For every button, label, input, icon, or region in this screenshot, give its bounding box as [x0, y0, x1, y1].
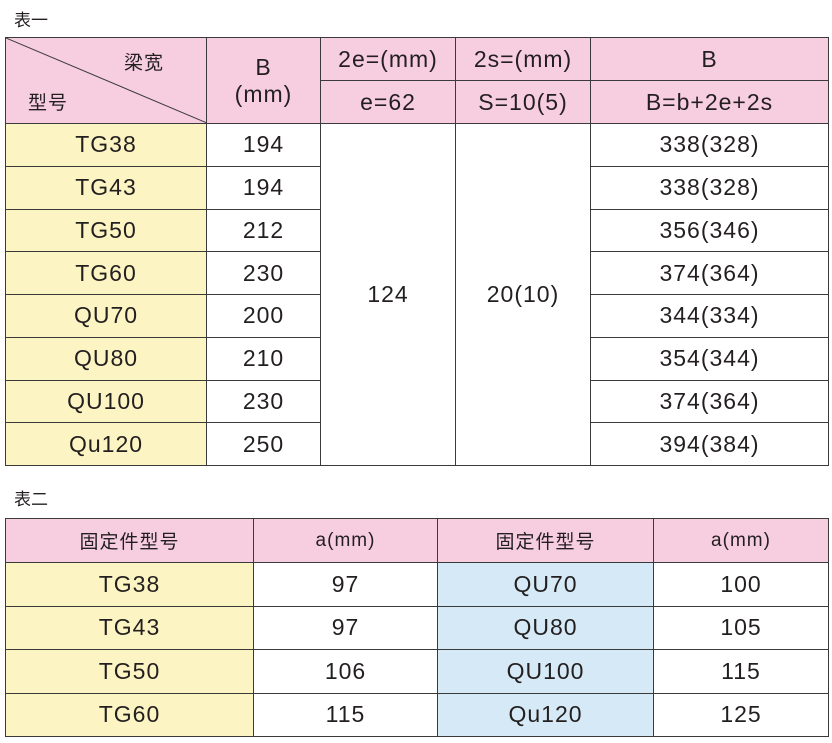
width-cell: 212	[206, 208, 321, 253]
header-row: 固定件型号 a(mm) 固定件型号 a(mm)	[5, 518, 829, 563]
header-cell: a(mm)	[653, 518, 829, 563]
data-row: TG38 194 124 20(10) 338(328)	[5, 123, 829, 466]
width-cell: 230	[206, 379, 321, 424]
header-text: B	[255, 53, 272, 80]
width-cell: 194	[206, 123, 321, 167]
model-cell: TG43	[5, 165, 207, 210]
model-cell: Qu120	[437, 692, 654, 737]
header-row: 梁宽 型号 B (mm) 2e=(mm) 2s=(mm) B	[5, 37, 829, 124]
total-cell: 356(346)	[590, 208, 829, 253]
header-row: e=62 S=10(5) B=b+2e+2s	[6, 80, 829, 124]
value-cell: 106	[253, 649, 438, 694]
data-row: TG43 97 QU80 105	[5, 605, 829, 650]
total-cell: 338(328)	[590, 123, 829, 167]
total-cell: 394(384)	[590, 422, 829, 466]
e-cell: 124	[320, 123, 456, 466]
table-title: 表二	[14, 490, 48, 509]
table-title: 表一	[14, 11, 48, 30]
total-cell: 374(364)	[590, 379, 829, 424]
model-cell: TG60	[5, 692, 254, 737]
s-cell: 20(10)	[455, 123, 591, 466]
diagonal	[6, 38, 207, 123]
width-cell: 250	[206, 422, 321, 466]
data-row: Qu120 250 394(384)	[5, 422, 829, 466]
model-cell: TG38	[5, 123, 207, 167]
header-cell: e=62	[320, 80, 456, 124]
model-cell: QU80	[5, 336, 207, 381]
total-cell: 344(334)	[590, 294, 829, 338]
corner-top: 梁宽	[123, 53, 164, 74]
model-cell: TG50	[5, 208, 207, 253]
header-cell: B (mm)	[206, 37, 321, 124]
data-row: QU80 210 354(344)	[5, 336, 829, 381]
value-cell: 97	[253, 562, 438, 607]
model-cell: TG60	[5, 251, 207, 295]
data-row: QU70 200 344(334)	[5, 294, 829, 338]
value-cell: 115	[253, 692, 438, 737]
model-cell: TG38	[5, 562, 254, 607]
header-cell: 2s=(mm)	[455, 37, 591, 81]
header-cell: B	[590, 37, 829, 81]
total-cell: 354(344)	[590, 336, 829, 381]
value-cell: 105	[653, 605, 829, 650]
total-cell: 374(364)	[590, 251, 829, 295]
data-row: QU100 230 374(364)	[5, 379, 829, 424]
value-cell: 97	[253, 605, 438, 650]
header-cell: a(mm)	[253, 518, 438, 563]
model-cell: TG50	[5, 649, 254, 694]
data-row: TG50 212 356(346)	[5, 208, 829, 253]
corner-bottom: 型号	[28, 93, 69, 114]
width-cell: 230	[206, 251, 321, 295]
data-row: TG38 97 QU70 100	[5, 562, 829, 607]
width-cell: 194	[206, 165, 321, 210]
data-row: TG60 230 374(364)	[5, 251, 829, 295]
header-cell: S=10(5)	[455, 80, 591, 124]
model-cell: QU100	[437, 649, 654, 694]
corner-cell: 梁宽 型号	[5, 37, 207, 124]
width-cell: 210	[206, 336, 321, 381]
header-cell: 2e=(mm)	[320, 37, 456, 81]
value-cell: 100	[653, 562, 829, 607]
header-text: (mm)	[234, 80, 293, 107]
header-cell: 固定件型号	[437, 518, 654, 563]
table-two: 固定件型号 a(mm) 固定件型号 a(mm) TG38 97 QU70 100 TG43 97 Q…	[5, 518, 829, 737]
model-cell: QU100	[5, 379, 207, 424]
value-cell: 115	[653, 649, 829, 694]
data-row: TG50 106 QU100 115	[5, 649, 829, 694]
model-cell: QU70	[5, 294, 207, 338]
table-one: 梁宽 型号 B (mm) 2e=(mm) 2s=(mm) B e=62 S=10(…	[5, 37, 829, 466]
model-cell: QU80	[437, 605, 654, 650]
model-cell: Qu120	[5, 422, 207, 466]
data-row: TG60 115 Qu120 125	[5, 692, 829, 737]
total-cell: 338(328)	[590, 165, 829, 210]
value-cell: 125	[653, 692, 829, 737]
model-cell: QU70	[437, 562, 654, 607]
width-cell: 200	[206, 294, 321, 338]
model-cell: TG43	[5, 605, 254, 650]
header-cell: 固定件型号	[5, 518, 254, 563]
header-cell: B=b+2e+2s	[590, 80, 829, 124]
